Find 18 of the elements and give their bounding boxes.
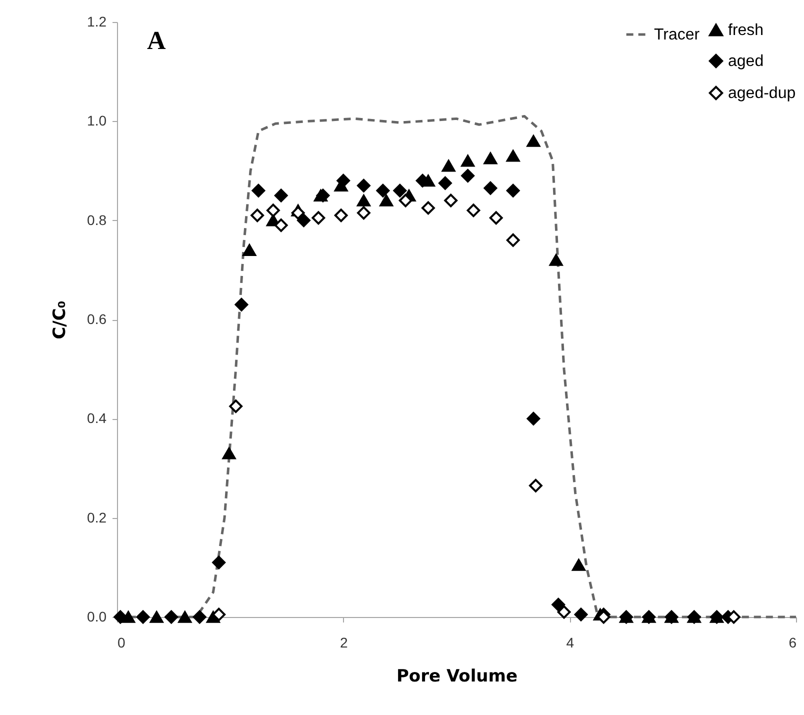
x-tick-label: 0 — [118, 634, 126, 650]
legend-label: fresh — [728, 22, 764, 39]
legend-label: aged-dup — [728, 85, 796, 102]
y-tick-label: 0.0 — [87, 608, 107, 624]
y-tick-label: 1.0 — [87, 112, 107, 129]
legend-label: aged — [728, 53, 764, 70]
y-tick-label: 0.6 — [87, 311, 107, 327]
annotation: A — [147, 26, 166, 55]
legend-label: Tracer — [654, 26, 700, 44]
y-tick-label: 1.2 — [87, 14, 107, 30]
y-tick-label: 0.2 — [87, 509, 107, 526]
y-axis-title: C/C₀ — [50, 300, 70, 340]
x-axis-title: Pore Volume — [396, 666, 518, 686]
y-tick-label: 0.8 — [87, 212, 107, 228]
y-tick-label: 0.4 — [87, 410, 107, 426]
x-tick-label: 4 — [566, 634, 574, 650]
x-tick-label: 6 — [788, 634, 797, 650]
x-tick-label: 2 — [340, 634, 348, 650]
